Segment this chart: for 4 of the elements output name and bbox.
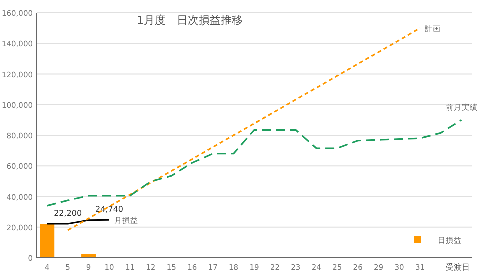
data-label: 22,200	[54, 209, 82, 218]
data-label: 24,740	[96, 205, 124, 214]
chart-title: 1月度 日次損益推移	[137, 14, 243, 27]
x-axis-title: 受渡日	[446, 263, 470, 272]
